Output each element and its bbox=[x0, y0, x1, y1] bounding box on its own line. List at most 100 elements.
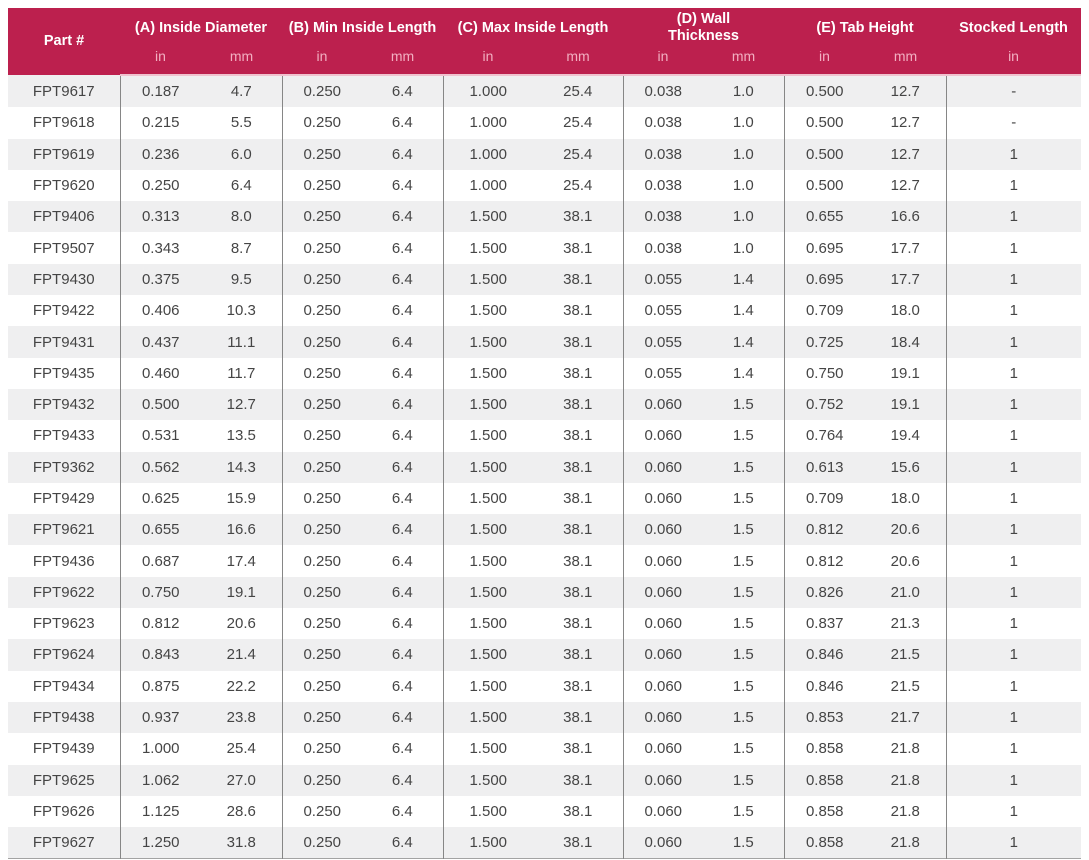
tab-height-mm-cell: 21.5 bbox=[890, 646, 920, 664]
min-inside-length-mm-cell: 6.4 bbox=[391, 114, 413, 132]
min-inside-length-in-cell: 0.250 bbox=[281, 451, 362, 483]
tab-height-in-cell: 0.858 bbox=[783, 795, 865, 828]
part-number-cell: FPT9362 bbox=[32, 458, 95, 476]
inside-diameter-in-cell: 0.460 bbox=[119, 357, 201, 389]
inside-diameter-mm-cell: 8.0 bbox=[230, 208, 252, 226]
max-inside-length-in-cell: 1.500 bbox=[442, 232, 533, 264]
wall-thickness-mm-cell: 1.4 bbox=[732, 333, 754, 351]
part-number-cell: FPT9623 bbox=[32, 615, 95, 633]
stocked-length-in-cell: 1 bbox=[945, 482, 1082, 515]
part-number-cell: FPT9625 bbox=[32, 771, 95, 789]
wall-thickness-in-cell: 0.060 bbox=[622, 608, 703, 640]
stocked-length-in-cell: 1 bbox=[945, 639, 1082, 671]
wall-thickness-in-cell: 0.055 bbox=[622, 263, 703, 296]
column-header-inside-diameter: (A) Inside Diameter bbox=[120, 8, 282, 48]
inside-diameter-mm-cell: 27.0 bbox=[226, 771, 256, 789]
inside-diameter-mm-cell: 11.1 bbox=[227, 333, 256, 351]
min-inside-length-mm-cell: 6.4 bbox=[391, 740, 413, 758]
min-inside-length-mm-cell: 6.4 bbox=[391, 834, 413, 852]
tab-height-in-cell: 0.695 bbox=[783, 232, 865, 264]
spec-table-body: FPT9617 0.187 4.7 0.250 6.4 1.000 25.4 0.038 1.0… bbox=[8, 75, 1082, 859]
header-label-row: Part # (A) Inside Diameter (B) Min Insid… bbox=[8, 8, 1082, 75]
wall-thickness-in-cell: 0.038 bbox=[622, 201, 703, 233]
part-number-cell: FPT9431 bbox=[32, 333, 95, 351]
max-inside-length-mm-cell: 38.1 bbox=[563, 270, 593, 288]
wall-thickness-in-cell: 0.060 bbox=[622, 733, 703, 765]
wall-thickness-in-cell: 0.060 bbox=[622, 482, 703, 515]
stocked-length-in-cell: 1 bbox=[945, 232, 1082, 264]
wall-thickness-in-cell: 0.055 bbox=[622, 326, 703, 358]
table-row: FPT9439 1.000 25.4 0.250 6.4 1.500 38.1 0.060 1.… bbox=[8, 733, 1082, 765]
max-inside-length-mm-cell: 38.1 bbox=[563, 709, 593, 727]
tab-height-mm-cell: 21.8 bbox=[890, 802, 920, 820]
stocked-length-in-cell: 1 bbox=[945, 545, 1082, 577]
tab-height-mm-cell: 17.7 bbox=[890, 239, 920, 257]
tab-height-mm-cell: 19.1 bbox=[890, 364, 920, 382]
tab-height-in-cell: 0.750 bbox=[783, 357, 865, 389]
inside-diameter-mm-cell: 14.3 bbox=[226, 458, 256, 476]
wall-thickness-mm-cell: 1.5 bbox=[732, 709, 754, 727]
wall-thickness-in-cell: 0.060 bbox=[622, 514, 703, 546]
part-number-cell: FPT9624 bbox=[32, 646, 95, 664]
table-row: FPT9623 0.812 20.6 0.250 6.4 1.500 38.1 0.060 1.… bbox=[8, 608, 1082, 640]
stocked-length-in-cell: 1 bbox=[945, 764, 1082, 796]
wall-thickness-in-cell: 0.060 bbox=[622, 639, 703, 671]
max-inside-length-mm-cell: 38.1 bbox=[563, 802, 593, 820]
max-inside-length-in-cell: 1.500 bbox=[442, 482, 533, 515]
tab-height-in-cell: 0.858 bbox=[783, 827, 865, 859]
min-inside-length-in-cell: 0.250 bbox=[281, 639, 362, 671]
table-row: FPT9435 0.460 11.7 0.250 6.4 1.500 38.1 0.055 1.… bbox=[8, 357, 1082, 389]
max-inside-length-in-cell: 1.500 bbox=[442, 795, 533, 828]
wall-thickness-in-cell: 0.060 bbox=[622, 670, 703, 702]
tab-height-mm-cell: 21.0 bbox=[890, 583, 920, 601]
inside-diameter-mm-cell: 6.4 bbox=[230, 177, 252, 195]
min-inside-length-in-cell: 0.250 bbox=[281, 357, 362, 389]
table-row: FPT9432 0.500 12.7 0.250 6.4 1.500 38.1 0.060 1.… bbox=[8, 388, 1082, 421]
table-row: FPT9434 0.875 22.2 0.250 6.4 1.500 38.1 0.060 1.… bbox=[8, 670, 1082, 702]
wall-thickness-in-cell: 0.055 bbox=[622, 295, 703, 327]
table-row: FPT9430 0.375 9.5 0.250 6.4 1.500 38.1 0.055 1.4… bbox=[8, 263, 1082, 296]
tab-height-in-cell: 0.858 bbox=[783, 733, 865, 765]
wall-thickness-mm-cell: 1.5 bbox=[732, 396, 754, 414]
unit-header-min-inside-length-mm: mm bbox=[362, 48, 443, 76]
stocked-length-in-cell: 1 bbox=[945, 733, 1082, 765]
min-inside-length-in-cell: 0.250 bbox=[281, 545, 362, 577]
min-inside-length-in-cell: 0.250 bbox=[281, 795, 362, 828]
max-inside-length-mm-cell: 38.1 bbox=[563, 615, 593, 633]
inside-diameter-mm-cell: 6.0 bbox=[230, 145, 252, 163]
inside-diameter-mm-cell: 4.7 bbox=[230, 83, 252, 101]
inside-diameter-in-cell: 0.843 bbox=[119, 639, 201, 671]
min-inside-length-mm-cell: 6.4 bbox=[391, 490, 413, 507]
max-inside-length-in-cell: 1.500 bbox=[442, 670, 533, 702]
tab-height-mm-cell: 12.7 bbox=[890, 114, 920, 132]
inside-diameter-in-cell: 0.750 bbox=[119, 576, 201, 609]
tab-height-in-cell: 0.709 bbox=[783, 295, 865, 327]
wall-thickness-mm-cell: 1.5 bbox=[732, 834, 754, 852]
inside-diameter-in-cell: 0.531 bbox=[119, 420, 201, 452]
header-unit-row: in mm in mm in mm in mm in mm in bbox=[8, 48, 1082, 76]
wall-thickness-mm-cell: 1.5 bbox=[732, 740, 754, 758]
inside-diameter-in-cell: 0.687 bbox=[119, 545, 201, 577]
stocked-length-in-cell: 1 bbox=[945, 701, 1082, 734]
table-row: FPT9431 0.437 11.1 0.250 6.4 1.500 38.1 0.055 1.… bbox=[8, 326, 1082, 358]
min-inside-length-mm-cell: 6.4 bbox=[391, 208, 413, 226]
table-row: FPT9422 0.406 10.3 0.250 6.4 1.500 38.1 0.055 1.… bbox=[8, 295, 1082, 327]
min-inside-length-in-cell: 0.250 bbox=[281, 326, 362, 358]
unit-header-inside-diameter-in: in bbox=[120, 48, 201, 76]
table-row: FPT9507 0.343 8.7 0.250 6.4 1.500 38.1 0.038 1.0… bbox=[8, 232, 1082, 264]
table-row: FPT9626 1.125 28.6 0.250 6.4 1.500 38.1 0.060 1.… bbox=[8, 795, 1082, 828]
min-inside-length-mm-cell: 6.4 bbox=[391, 677, 413, 695]
tab-height-mm-cell: 21.8 bbox=[890, 771, 920, 789]
tab-height-in-cell: 0.846 bbox=[783, 639, 865, 671]
wall-thickness-mm-cell: 1.5 bbox=[732, 552, 754, 570]
inside-diameter-in-cell: 0.313 bbox=[119, 201, 201, 233]
inside-diameter-in-cell: 0.343 bbox=[119, 232, 201, 264]
stocked-length-in-cell: 1 bbox=[945, 420, 1082, 452]
part-number-cell: FPT9620 bbox=[32, 177, 95, 195]
tab-height-in-cell: 0.500 bbox=[783, 107, 865, 139]
table-row: FPT9627 1.250 31.8 0.250 6.4 1.500 38.1 0.060 1.… bbox=[8, 827, 1082, 859]
min-inside-length-mm-cell: 6.4 bbox=[391, 583, 413, 601]
min-inside-length-in-cell: 0.250 bbox=[281, 107, 362, 139]
wall-thickness-in-cell: 0.060 bbox=[622, 764, 703, 796]
part-number-cell: FPT9438 bbox=[32, 709, 95, 727]
